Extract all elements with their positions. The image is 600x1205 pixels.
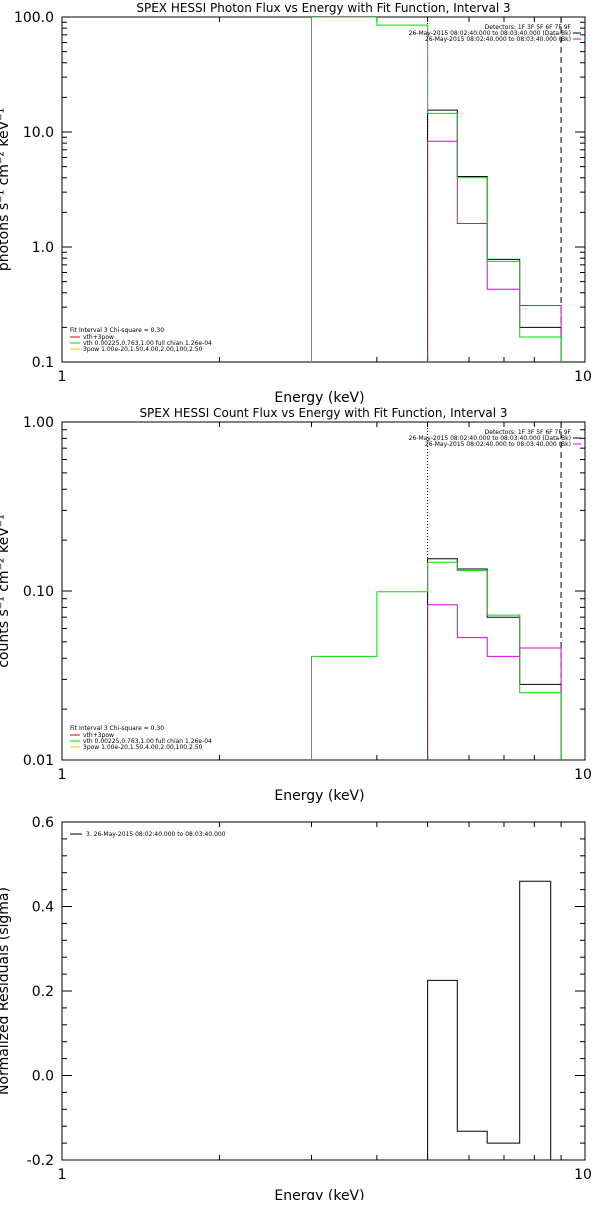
info-line: Detectors: 1F 3F 5F 6F 7F 9F [485, 24, 572, 31]
series-group [311, 17, 562, 362]
legend-title: Fit Interval 3 Chi-square = 0.30 [70, 327, 164, 334]
chart-title: SPEX HESSI Photon Flux vs Energy with Fi… [136, 1, 510, 15]
legend-title: Fit Interval 3 Chi-square = 0.30 [70, 725, 164, 732]
y-tick-label: 1.0 [32, 240, 54, 256]
series-line-0 [427, 109, 562, 362]
legend-entry: 3pow 1.00e-20,1.50,4.00,2.00,100,2.50 [83, 744, 203, 751]
x-axis-label: Energy (keV) [274, 390, 364, 406]
y-axis-label: counts s⁻¹ cm⁻² keV⁻¹ [0, 514, 12, 668]
y-tick-label: -0.2 [27, 1153, 54, 1169]
y-tick-label: 0.4 [32, 900, 54, 916]
x-axis-ticks [61, 822, 586, 1160]
count-flux-panel: SPEX HESSI Count Flux vs Energy with Fit… [0, 406, 592, 804]
detector-info: Detectors: 1F 3F 5F 6F 7F 9F26-May-2015 … [409, 24, 581, 43]
x-tick-label: 10 [574, 1167, 592, 1183]
fit-legend: Fit Interval 3 Chi-square = 0.30vth+3pow… [70, 327, 212, 353]
y-tick-label: 0.10 [23, 584, 54, 600]
y-tick-label: 10.0 [23, 125, 54, 141]
info-line: 26-May-2015 08:02:40.000 to 08:03:40.000… [409, 30, 571, 37]
series-line-1 [427, 604, 562, 760]
series-group [311, 558, 562, 760]
y-tick-label: 0.1 [32, 355, 54, 371]
y-axis-ticks [62, 421, 585, 761]
info-line: 26-May-2015 08:02:40.000 to 08:03:40.000… [425, 441, 571, 448]
series-line-1 [427, 140, 562, 362]
y-tick-label: 0.2 [32, 984, 54, 1000]
series-group [427, 880, 552, 1160]
series-line-0 [427, 558, 562, 760]
residuals-panel: 1 10 Energy (keV) -0.2 0.0 0.2 0.4 0.6 Normalize… [0, 815, 592, 1204]
info-line: Detectors: 1F 3F 5F 6F 7F 9F [485, 429, 572, 436]
info-line: 26-May-2015 08:02:40.000 to 08:03:40.000… [409, 435, 571, 442]
y-tick-label: 1.00 [23, 415, 54, 431]
y-axis-label: Normalized Residuals (sigma) [0, 887, 12, 1095]
info-line: 26-May-2015 08:02:40.000 to 08:03:40.000… [425, 36, 571, 43]
legend-entry: vth 0.00225,0.763,1.00 full chian 1.26e-… [83, 340, 212, 347]
y-tick-label: 0.01 [23, 753, 54, 769]
x-axis-label: Energy (keV) [274, 788, 364, 804]
fit-legend: Fit Interval 3 Chi-square = 0.30vth+3pow… [70, 725, 212, 751]
x-axis-label: Energy (keV) [274, 1188, 364, 1200]
legend-entry: vth+3pow [83, 334, 114, 341]
x-tick-label: 10 [574, 767, 592, 783]
x-tick-label: 10 [574, 369, 592, 385]
series-line-2 [311, 561, 562, 760]
fit-legend: 3. 26-May-2015 08:02:40.000 to 08:03:40.… [70, 831, 226, 838]
x-tick-label: 1 [58, 369, 67, 385]
y-axis-ticks [62, 821, 585, 1161]
legend-entry: vth+3pow [83, 732, 114, 739]
series-line-0 [427, 880, 552, 1160]
chart-title: SPEX HESSI Count Flux vs Energy with Fit… [139, 406, 507, 420]
series-line-2 [311, 17, 562, 362]
plot-frame [61, 421, 586, 761]
x-axis-ticks [61, 17, 586, 362]
legend-entry: vth 0.00225,0.763,1.00 full chian 1.26e-… [83, 738, 212, 745]
legend-entry: 3pow 1.00e-20,1.50,4.00,2.00,100,2.50 [83, 346, 203, 353]
plot-frame [61, 821, 586, 1161]
legend-entry: 3. 26-May-2015 08:02:40.000 to 08:03:40.… [86, 831, 226, 838]
x-tick-label: 1 [58, 1167, 67, 1183]
y-tick-label: 0.0 [32, 1069, 54, 1085]
y-axis-ticks [62, 16, 585, 363]
x-tick-label: 1 [58, 767, 67, 783]
plot-frame [61, 16, 586, 363]
y-tick-label: 0.6 [32, 815, 54, 831]
detector-info: Detectors: 1F 3F 5F 6F 7F 9F26-May-2015 … [409, 429, 581, 448]
y-tick-label: 100.0 [14, 10, 54, 26]
x-axis-ticks [61, 422, 586, 760]
y-axis-label: photons s⁻¹ cm⁻² keV⁻¹ [0, 108, 12, 271]
photon-flux-panel: SPEX HESSI Photon Flux vs Energy with Fi… [0, 1, 592, 406]
